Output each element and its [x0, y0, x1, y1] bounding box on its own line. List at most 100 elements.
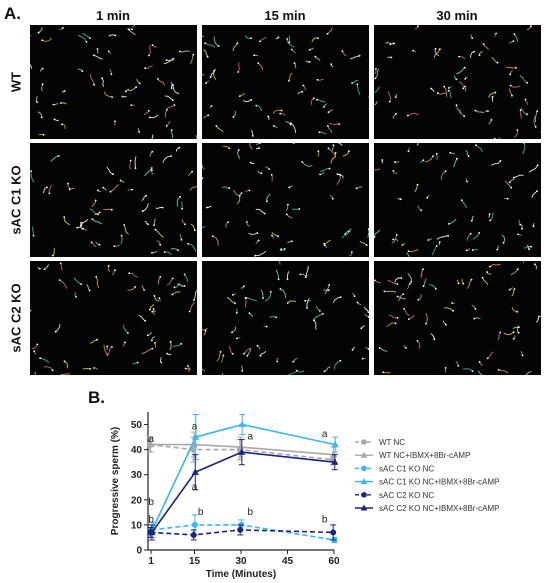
sperm-track	[359, 240, 367, 246]
sperm-track	[30, 309, 32, 312]
sperm-track	[179, 50, 190, 53]
row-header-sac-c2-ko: sAC C2 KO	[8, 283, 24, 353]
y-tick-label: 40	[131, 445, 143, 456]
sperm-track	[517, 325, 520, 333]
sperm-head	[488, 265, 491, 268]
sperm-head	[455, 78, 458, 81]
sperm-head	[129, 159, 132, 162]
sperm-head	[42, 133, 45, 136]
sperm-head	[271, 234, 273, 237]
sperm-track	[226, 296, 236, 304]
data-point	[237, 443, 245, 450]
y-tick-label: 0	[136, 546, 142, 557]
sperm-head	[392, 170, 395, 172]
sperm-track	[86, 283, 90, 291]
sperm-track	[221, 372, 224, 375]
sperm-head	[110, 208, 113, 211]
sperm-head	[339, 296, 342, 298]
sperm-head	[170, 87, 173, 89]
sperm-head	[158, 297, 161, 300]
sperm-head	[80, 283, 82, 285]
sperm-head	[151, 339, 153, 342]
sperm-head	[165, 59, 168, 61]
sperm-head	[328, 284, 331, 286]
sperm-head	[436, 92, 439, 95]
sperm-track	[286, 214, 293, 219]
sperm-track	[190, 223, 196, 231]
sperm-track	[356, 84, 361, 96]
sperm-track	[387, 280, 398, 285]
sperm-track	[143, 110, 150, 116]
sperm-head	[296, 369, 298, 372]
sperm-head	[463, 115, 466, 118]
sperm-track	[374, 86, 380, 93]
sperm-head	[253, 54, 256, 57]
x-tick-label: 1	[148, 556, 154, 567]
sperm-head	[334, 152, 337, 154]
sperm-track	[108, 34, 116, 37]
sperm-head	[68, 188, 71, 191]
sperm-track	[519, 75, 528, 84]
sperm-track	[172, 85, 180, 95]
sperm-head	[265, 325, 268, 328]
sperm-head	[40, 116, 43, 119]
sperm-track	[243, 348, 251, 355]
sperm-head	[252, 135, 254, 137]
sperm-track	[285, 120, 291, 125]
sperm-track	[43, 186, 48, 194]
panel-b-label: B.	[88, 388, 105, 407]
sperm-head	[475, 144, 477, 147]
x-tick-label: 30	[235, 556, 247, 567]
sperm-head	[60, 374, 63, 375]
x-tick-label: 45	[282, 556, 294, 567]
sperm-head	[511, 94, 513, 97]
sperm-track	[165, 104, 175, 111]
sperm-track	[202, 114, 209, 119]
micrograph-wt-30min	[374, 25, 541, 139]
sperm-head	[243, 285, 245, 287]
sperm-track	[342, 151, 350, 157]
sperm-head	[232, 116, 235, 118]
sperm-track	[93, 54, 103, 60]
sperm-head	[61, 123, 63, 126]
sperm-track	[109, 68, 112, 75]
sperm-track	[156, 240, 161, 245]
sperm-head	[279, 112, 282, 115]
sperm-track	[310, 97, 315, 106]
sperm-head	[144, 319, 146, 322]
sperm-track	[288, 72, 293, 82]
sperm-track	[374, 101, 378, 106]
y-axis-title: Progressive sperm (%)	[110, 427, 121, 535]
sperm-head	[490, 119, 493, 121]
sperm-track	[60, 102, 67, 105]
sperm-head	[88, 37, 91, 39]
sperm-head	[219, 351, 222, 353]
sperm-head	[151, 310, 154, 313]
significance-label: b	[322, 514, 328, 525]
sperm-track	[152, 308, 155, 316]
significance-label: a	[148, 434, 154, 445]
sperm-head	[473, 50, 475, 53]
sperm-head	[59, 102, 62, 104]
sperm-head	[280, 109, 283, 112]
sperm-head	[206, 206, 208, 209]
sperm-head	[119, 179, 122, 182]
sperm-track	[91, 200, 97, 207]
sperm-track	[31, 226, 35, 236]
sperm-head	[383, 290, 386, 293]
sperm-track	[487, 351, 494, 359]
sperm-track	[151, 134, 154, 139]
sperm-track	[103, 208, 112, 211]
sperm-track	[132, 362, 138, 365]
sperm-head	[111, 96, 113, 98]
sperm-head	[302, 84, 305, 87]
sperm-head	[191, 170, 194, 173]
sperm-track	[367, 229, 369, 239]
significance-label: a	[192, 422, 198, 433]
sperm-track	[123, 224, 130, 235]
sperm-track	[431, 245, 438, 256]
sperm-track	[397, 293, 404, 302]
sperm-head	[135, 86, 137, 89]
sperm-head	[471, 370, 474, 372]
sperm-track	[417, 205, 422, 211]
